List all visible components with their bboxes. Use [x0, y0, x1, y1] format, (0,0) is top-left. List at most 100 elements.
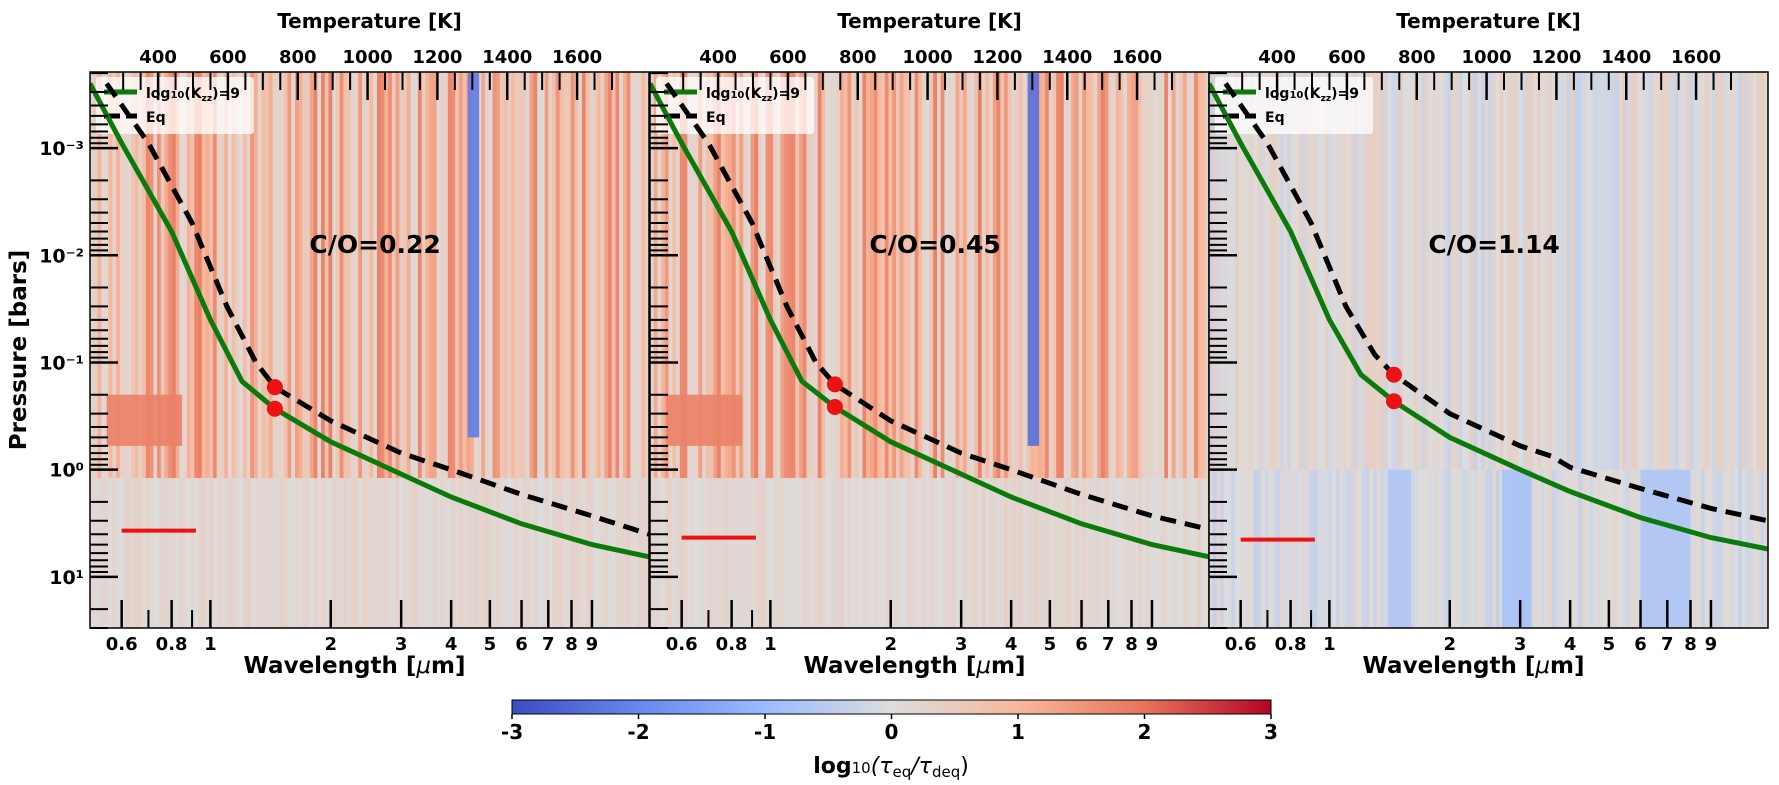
heatmap-cell [1622, 72, 1627, 470]
heatmap-cell [899, 72, 904, 479]
heatmap-cell [1749, 72, 1754, 470]
heatmap-cell [1455, 469, 1460, 628]
heatmap-cell [1346, 469, 1352, 628]
heatmap-cell [884, 72, 890, 479]
heatmap-cell [858, 478, 863, 628]
heatmap-cell [1574, 469, 1579, 628]
heatmap-cell [205, 478, 210, 628]
heatmap-cell [1074, 72, 1080, 479]
heatmap-cell [1384, 469, 1389, 628]
heatmap-cell [735, 72, 740, 479]
heatmap-cell [268, 478, 274, 628]
heatmap-cell [1492, 72, 1497, 470]
heatmap-cell [1633, 469, 1639, 628]
heatmap-cell [604, 72, 609, 479]
heatmap-cell [518, 72, 523, 479]
heatmap-cell [280, 478, 285, 628]
heatmap-cell [108, 478, 113, 628]
heatmap-cell [821, 72, 826, 479]
heatmap-cell [1238, 72, 1244, 470]
heatmap-cell [365, 478, 371, 628]
x-tick-label: 4 [445, 634, 458, 655]
heatmap-cell [201, 72, 207, 479]
heatmap-cell [1432, 72, 1437, 470]
heatmap-cell [544, 72, 549, 479]
heatmap-cell [555, 72, 561, 479]
heatmap-cell [343, 478, 348, 628]
heatmap-cell [1615, 72, 1620, 470]
heatmap-cell [116, 72, 121, 479]
x-tick-label: 8 [1684, 634, 1697, 655]
heatmap-cell [754, 72, 759, 479]
heatmap-cell [511, 478, 516, 628]
heatmap-cell [881, 478, 886, 628]
heatmap-cell [989, 72, 994, 479]
heatmap-cell [743, 72, 748, 479]
heatmap-cell [369, 478, 374, 628]
heatmap-cell [1577, 72, 1583, 470]
heatmap-cell [1052, 478, 1057, 628]
heatmap-cell [317, 478, 322, 628]
heatmap-cell [679, 72, 685, 479]
heatmap-cell [1291, 469, 1296, 628]
heatmap-cell [358, 72, 363, 479]
heatmap-cell [537, 72, 542, 479]
heatmap-cell [224, 72, 229, 479]
heatmap-cell [1697, 469, 1702, 628]
x-axis-title-part: m] [431, 653, 465, 679]
heatmap-cell [291, 478, 296, 628]
heatmap-cell [1462, 469, 1467, 628]
heatmap-cell [743, 478, 748, 628]
colorbar-tick-label: 0 [885, 720, 899, 744]
heatmap-cell [1734, 72, 1739, 470]
heatmap-cell [1134, 72, 1139, 479]
top-tick-label: 1400 [1042, 47, 1092, 68]
heatmap-cell [683, 72, 688, 479]
heatmap-cell [235, 72, 240, 479]
heatmap-cell [544, 478, 549, 628]
heatmap-cell [1309, 469, 1314, 628]
heatmap-cell [1358, 72, 1363, 470]
heatmap-cell [570, 72, 575, 479]
heatmap-cell [985, 72, 990, 479]
heatmap-cell [698, 72, 703, 479]
heatmap-cell [1563, 72, 1568, 470]
heatmap-cell [992, 72, 998, 479]
heatmap-cell [713, 72, 718, 479]
heatmap-cell [1004, 478, 1009, 628]
x-tick-label: 1 [764, 634, 777, 655]
heatmap-cell [1164, 72, 1169, 479]
heatmap-cell [432, 72, 438, 479]
heatmap-cell [1194, 72, 1199, 479]
heatmap-cell [1630, 469, 1635, 628]
heatmap-cell [918, 72, 923, 479]
heatmap-cell [1115, 72, 1121, 479]
heatmap-cell [910, 72, 916, 479]
heatmap-cell [578, 478, 583, 628]
heatmap-cell [948, 478, 953, 628]
heatmap-cell [892, 478, 897, 628]
red-dot-marker [826, 376, 843, 393]
heatmap-cell [1086, 72, 1091, 479]
heatmap-cell [112, 478, 117, 628]
heatmap-cell [116, 478, 121, 628]
heatmap-cell [1462, 72, 1467, 470]
heatmap-cell [1015, 72, 1020, 479]
heatmap-cell [388, 478, 393, 628]
top-tick-label: 1600 [552, 47, 602, 68]
heatmap-cell [825, 478, 830, 628]
heatmap-cell [1235, 72, 1240, 470]
heatmap-cell [1626, 72, 1631, 470]
top-tick-label: 800 [1398, 47, 1436, 68]
heatmap-cell [1071, 478, 1076, 628]
heatmap-cell [1652, 72, 1657, 470]
heatmap-cell [593, 72, 598, 479]
heatmap-cell [1600, 469, 1605, 628]
heatmap-cell [761, 72, 767, 479]
heatmap-cell [705, 478, 711, 628]
heatmap-cell [254, 478, 259, 628]
heatmap-cell [637, 72, 643, 479]
heatmap-cell [1294, 469, 1299, 628]
heatmap-cell [966, 478, 972, 628]
heatmap-cell [268, 72, 274, 479]
